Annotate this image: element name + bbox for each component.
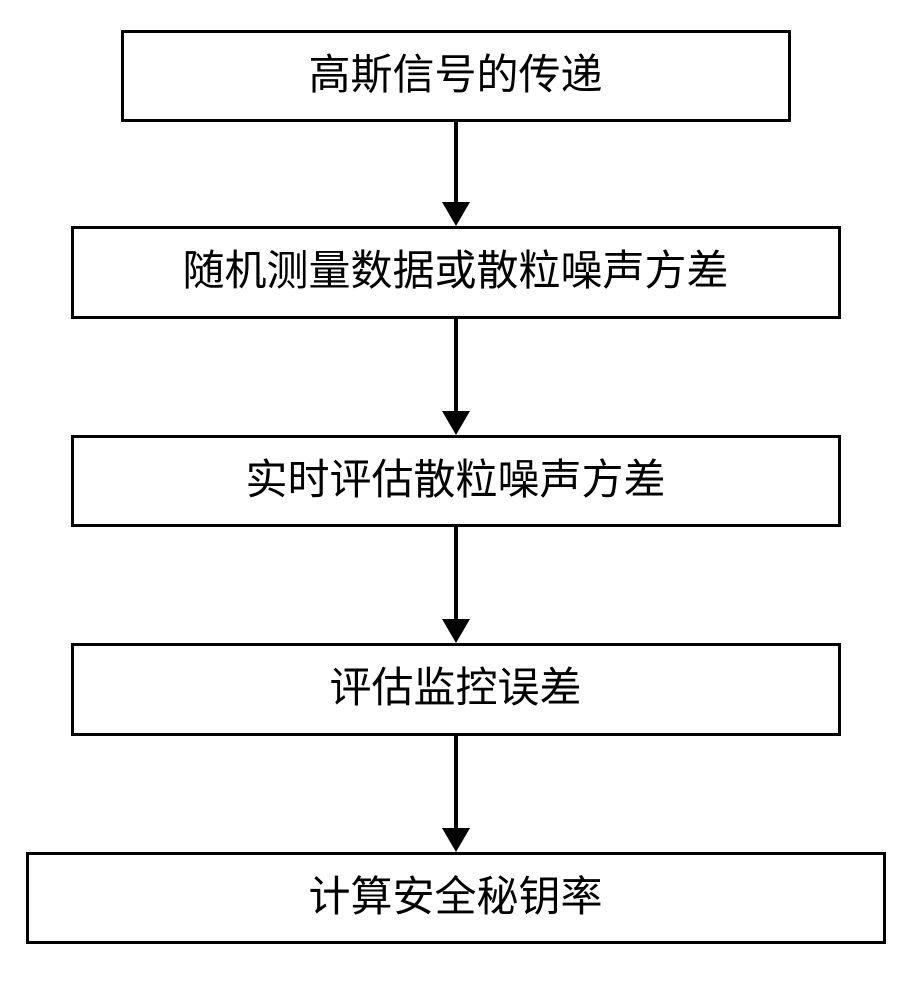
step-label: 实时评估散粒噪声方差 (245, 458, 665, 504)
arrow-1 (442, 122, 470, 226)
arrow-3 (442, 527, 470, 643)
arrow-head-icon (442, 202, 470, 226)
arrow-2 (442, 319, 470, 435)
arrow-head-icon (442, 411, 470, 435)
arrow-head-icon (442, 619, 470, 643)
arrow-line (454, 319, 458, 411)
arrow-4 (442, 736, 470, 852)
flowchart-step-5: 计算安全秘钥率 (26, 852, 886, 944)
flowchart-step-2: 随机测量数据或散粒噪声方差 (71, 226, 841, 318)
flowchart-step-3: 实时评估散粒噪声方差 (71, 435, 841, 527)
step-label: 评估监控误差 (329, 666, 581, 712)
flowchart-container: 高斯信号的传递 随机测量数据或散粒噪声方差 实时评估散粒噪声方差 评估监控误差 … (26, 30, 886, 944)
arrow-line (454, 736, 458, 828)
step-label: 随机测量数据或散粒噪声方差 (182, 249, 728, 295)
flowchart-step-4: 评估监控误差 (71, 643, 841, 735)
arrow-line (454, 527, 458, 619)
arrow-line (454, 122, 458, 202)
arrow-head-icon (442, 828, 470, 852)
step-label: 计算安全秘钥率 (308, 875, 602, 921)
flowchart-step-1: 高斯信号的传递 (121, 30, 791, 122)
step-label: 高斯信号的传递 (308, 53, 602, 99)
